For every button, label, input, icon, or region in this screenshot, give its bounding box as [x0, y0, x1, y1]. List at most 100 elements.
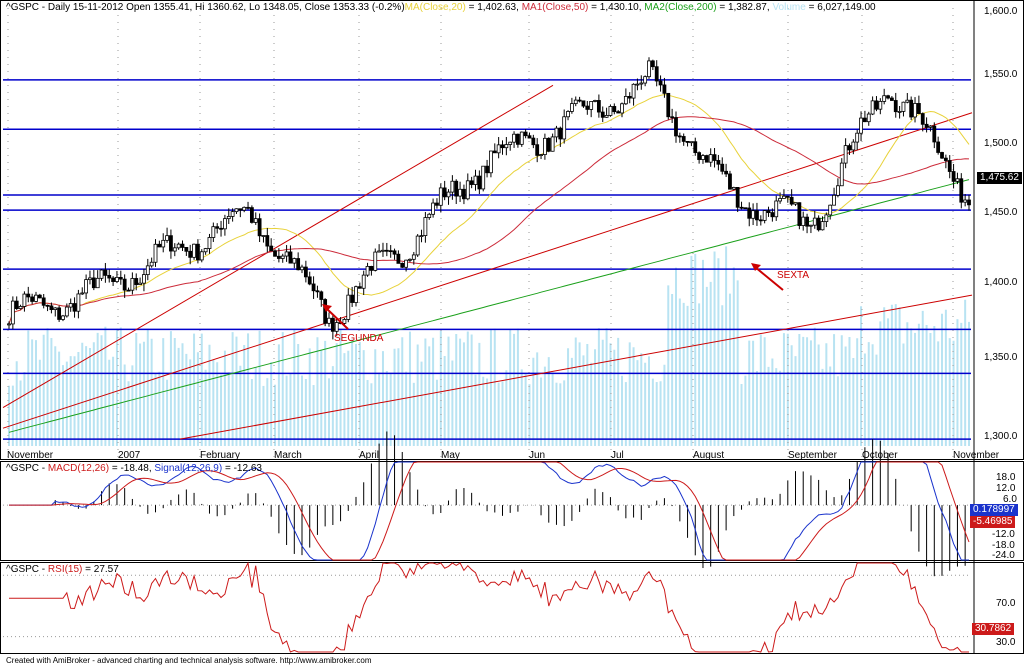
- price-candle: [184, 247, 189, 252]
- signal-value: = -12.63: [222, 463, 262, 474]
- price-candle: [404, 259, 409, 268]
- upper-trendline: [2, 84, 554, 409]
- price-candle: [508, 141, 513, 145]
- signal-line: [9, 461, 970, 561]
- price-candle: [68, 303, 73, 308]
- price-candle: [34, 294, 38, 302]
- price-candle: [697, 152, 702, 160]
- price-candle: [442, 187, 447, 198]
- price-candle: [211, 226, 216, 238]
- price-candle: [674, 117, 678, 137]
- price-candle: [573, 99, 578, 105]
- price-candle: [377, 250, 382, 253]
- price-candle: [936, 141, 941, 153]
- price-candle: [284, 251, 289, 257]
- price-candle: [631, 83, 636, 99]
- price-candle: [543, 137, 547, 155]
- rsi-line: [9, 561, 969, 653]
- price-tick-1500: 1,500.0: [984, 138, 1018, 149]
- price-candle: [832, 194, 836, 206]
- ma20-line: [8, 93, 970, 325]
- price-candle: [805, 216, 809, 227]
- macd-header-prefix: ^GSPC -: [6, 463, 48, 474]
- rsi-header-prefix: ^GSPC -: [6, 564, 48, 575]
- price-candle: [365, 265, 370, 276]
- price-candle: [99, 269, 104, 279]
- price-candle: [384, 249, 389, 252]
- price-candle: [319, 291, 324, 300]
- month-label: April: [359, 450, 380, 461]
- price-candle: [843, 145, 848, 164]
- price-candle: [161, 239, 166, 248]
- price-candle: [866, 113, 871, 123]
- price-candle: [346, 294, 351, 320]
- price-candle: [851, 141, 856, 151]
- price-candle: [874, 100, 879, 110]
- price-candle: [37, 294, 42, 299]
- price-candle: [650, 60, 655, 68]
- macd-tick-6: 6.0: [1003, 494, 1017, 505]
- price-candle: [323, 299, 328, 324]
- macd-label: MACD(12,26): [47, 463, 110, 474]
- price-candle: [57, 307, 62, 320]
- price-candle: [354, 286, 358, 303]
- ticker-line: ^GSPC - Daily 15-11-2012 Open 1355.41, H…: [6, 2, 405, 13]
- price-candle: [203, 248, 208, 253]
- price-candle: [635, 83, 640, 86]
- price-candle: [408, 258, 412, 261]
- rsi-tick-70: 70.0: [996, 598, 1016, 609]
- price-candle: [839, 162, 844, 187]
- price-candle: [523, 131, 528, 137]
- price-candle: [589, 101, 594, 110]
- footer-credit: Created with AmiBroker - advanced charti…: [6, 656, 372, 665]
- price-candle: [122, 278, 127, 291]
- price-candle: [72, 303, 77, 312]
- price-candle: [905, 99, 910, 103]
- price-candle: [18, 306, 23, 309]
- price-candle: [103, 269, 108, 276]
- price-candle: [562, 116, 567, 140]
- price-candle: [84, 279, 89, 294]
- price-candle: [967, 199, 971, 206]
- price-candle: [165, 235, 169, 241]
- price-candle: [369, 265, 374, 271]
- signal-badge: -5.46985: [970, 516, 1016, 528]
- macd-tick-m12: -12.0: [992, 529, 1015, 540]
- price-candle: [427, 213, 432, 218]
- price-candle: [280, 255, 285, 259]
- price-candle: [45, 304, 50, 307]
- price-candle: [49, 305, 54, 310]
- ma200-label: MA2(Close,200): [644, 2, 717, 13]
- price-candle: [658, 80, 663, 86]
- price-candle: [747, 207, 752, 219]
- price-candle: [859, 117, 863, 134]
- price-candle: [234, 208, 239, 213]
- price-candle: [481, 165, 486, 190]
- ma50-label: MA1(Close,50): [521, 2, 589, 13]
- price-candle: [373, 251, 378, 271]
- price-candle: [585, 105, 590, 110]
- ma200-value: = 1,382.87,: [716, 2, 773, 13]
- sexta-arrowhead: [751, 263, 761, 271]
- price-candle: [489, 150, 493, 174]
- ma200-line: [8, 179, 970, 433]
- price-candle: [758, 219, 763, 222]
- month-label: May: [441, 450, 460, 461]
- price-candle: [411, 254, 416, 260]
- price-candle: [654, 66, 659, 82]
- price-tick-1600: 1,600.0: [984, 6, 1018, 17]
- price-candle: [269, 245, 274, 252]
- price-candle: [265, 235, 270, 247]
- price-candle: [435, 202, 439, 206]
- ma20-value: = 1,402.63,: [465, 2, 522, 13]
- price-tick-1450: 1,450.0: [984, 207, 1018, 218]
- price-candle: [242, 206, 247, 211]
- price-candle: [527, 135, 532, 139]
- price-candle: [296, 258, 301, 271]
- price-candle: [901, 101, 906, 112]
- price-candle: [307, 276, 312, 285]
- price-candle: [882, 95, 887, 102]
- price-candle: [724, 170, 729, 175]
- ma50-line: [8, 116, 970, 325]
- price-candle: [708, 154, 713, 163]
